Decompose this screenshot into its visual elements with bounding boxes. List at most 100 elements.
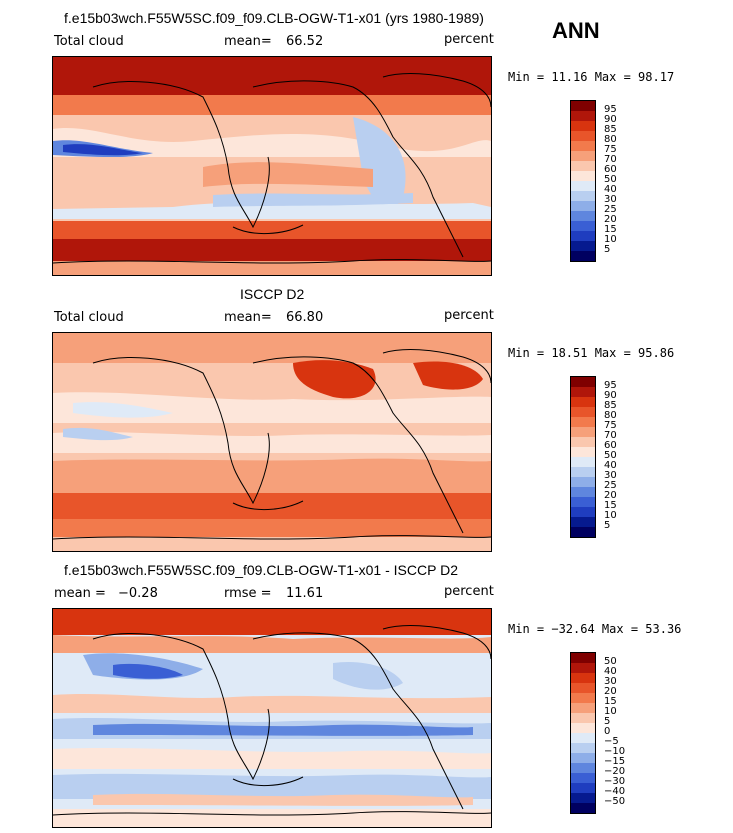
colorbar-swatch: [571, 161, 595, 171]
panel1-map: [52, 56, 492, 276]
colorbar-tick-label: 70: [604, 154, 617, 165]
colorbar-tick-label: 90: [604, 114, 617, 125]
colorbar-tick-label: −10: [604, 746, 626, 757]
colorbar-tick-label: 0: [604, 726, 611, 737]
colorbar-tick-label: −50: [604, 796, 626, 807]
colorbar-swatch: [571, 101, 595, 111]
colorbar-swatch: [571, 723, 595, 733]
panel3-map: [52, 608, 492, 828]
panel2-variable-label: Total cloud: [54, 310, 124, 325]
colorbar-swatch: [571, 653, 595, 663]
panel3-rmse-value: 11.61: [286, 586, 324, 601]
colorbar-tick-label: 15: [604, 500, 617, 511]
colorbar-tick-label: 50: [604, 174, 617, 185]
colorbar-tick-label: 25: [604, 204, 617, 215]
colorbar-tick-label: 20: [604, 490, 617, 501]
colorbar-swatch: [571, 693, 595, 703]
colorbar-tick-label: 30: [604, 470, 617, 481]
colorbar-tick-label: 40: [604, 184, 617, 195]
colorbar-swatch: [571, 251, 595, 261]
panel1-colorbar: 95 90 85 80 75 70 60 50 40 30 25 20 15 10 5: [570, 100, 617, 262]
colorbar-swatch: [571, 673, 595, 683]
colorbar-swatch: [571, 397, 595, 407]
colorbar-tick-label: 80: [604, 134, 617, 145]
colorbar-swatch: [571, 713, 595, 723]
colorbar-swatch: [571, 231, 595, 241]
panel2-mean-label: mean=: [224, 310, 272, 325]
colorbar-swatch: [571, 447, 595, 457]
colorbar-tick-label: 20: [604, 686, 617, 697]
colorbar-swatch: [571, 417, 595, 427]
panel1-variable-label: Total cloud: [54, 34, 124, 49]
colorbar-swatch: [571, 151, 595, 161]
colorbar-swatch: [571, 527, 595, 537]
colorbar-tick-label: 10: [604, 234, 617, 245]
colorbar-tick-label: 40: [604, 666, 617, 677]
colorbar-swatch: [571, 763, 595, 773]
colorbar-tick-label: −40: [604, 786, 626, 797]
colorbar-tick-label: 5: [604, 244, 611, 255]
colorbar-swatch: [571, 497, 595, 507]
colorbar-swatch: [571, 377, 595, 387]
colorbar-swatch: [571, 121, 595, 131]
colorbar-tick-label: 90: [604, 390, 617, 401]
colorbar-tick-label: 85: [604, 124, 617, 135]
colorbar-tick-label: 60: [604, 440, 617, 451]
colorbar-tick-label: 50: [604, 450, 617, 461]
panel2-colorbar: 95 90 85 80 75 70 60 50 40 30 25 20 15 10 5: [570, 376, 617, 538]
colorbar-swatch: [571, 427, 595, 437]
colorbar-swatch: [571, 783, 595, 793]
panel3-rmse-label: rmse =: [224, 586, 272, 601]
colorbar-tick-label: 50: [604, 656, 617, 667]
colorbar-tick-label: 10: [604, 706, 617, 717]
panel3-mean-label: mean =: [54, 586, 106, 601]
panel1-title: f.e15b03wch.F55W5SC.f09_f09.CLB-OGW-T1-x…: [64, 10, 484, 26]
colorbar-swatch: [571, 477, 595, 487]
panel3-title: f.e15b03wch.F55W5SC.f09_f09.CLB-OGW-T1-x…: [64, 562, 458, 578]
panel3-colorbar-swatches: [570, 652, 596, 814]
panel3-range: Min = −32.64 Max = 53.36: [508, 622, 682, 636]
colorbar-swatch: [571, 241, 595, 251]
colorbar-swatch: [571, 683, 595, 693]
colorbar-swatch: [571, 753, 595, 763]
colorbar-tick-label: −15: [604, 756, 626, 767]
colorbar-swatch: [571, 387, 595, 397]
colorbar-swatch: [571, 141, 595, 151]
colorbar-swatch: [571, 507, 595, 517]
colorbar-tick-label: 5: [604, 716, 611, 727]
colorbar-swatch: [571, 437, 595, 447]
colorbar-tick-label: 75: [604, 144, 617, 155]
season-label: ANN: [552, 18, 600, 43]
panel2-map: [52, 332, 492, 552]
colorbar-tick-label: 60: [604, 164, 617, 175]
colorbar-swatch: [571, 467, 595, 477]
colorbar-tick-label: 25: [604, 480, 617, 491]
colorbar-tick-label: 75: [604, 420, 617, 431]
colorbar-swatch: [571, 793, 595, 803]
colorbar-tick-label: 30: [604, 194, 617, 205]
colorbar-tick-label: 20: [604, 214, 617, 225]
colorbar-tick-label: 70: [604, 430, 617, 441]
colorbar-swatch: [571, 181, 595, 191]
colorbar-tick-label: 85: [604, 400, 617, 411]
colorbar-swatch: [571, 171, 595, 181]
colorbar-swatch: [571, 191, 595, 201]
colorbar-tick-label: −30: [604, 776, 626, 787]
colorbar-swatch: [571, 733, 595, 743]
panel3-colorbar: 50 40 30 20 15 10 5 0 −5 −10 −15 −20 −30 −40 −50: [570, 652, 625, 814]
panel1-mean-label: mean=: [224, 34, 272, 49]
colorbar-tick-label: 15: [604, 224, 617, 235]
colorbar-swatch: [571, 773, 595, 783]
colorbar-swatch: [571, 131, 595, 141]
colorbar-swatch: [571, 517, 595, 527]
colorbar-swatch: [571, 743, 595, 753]
colorbar-swatch: [571, 407, 595, 417]
colorbar-swatch: [571, 457, 595, 467]
panel2-colorbar-swatches: [570, 376, 596, 538]
colorbar-swatch: [571, 487, 595, 497]
panel1-colorbar-swatches: [570, 100, 596, 262]
colorbar-tick-label: −20: [604, 766, 626, 777]
colorbar-swatch: [571, 221, 595, 231]
colorbar-tick-label: 95: [604, 104, 617, 115]
colorbar-tick-label: 40: [604, 460, 617, 471]
